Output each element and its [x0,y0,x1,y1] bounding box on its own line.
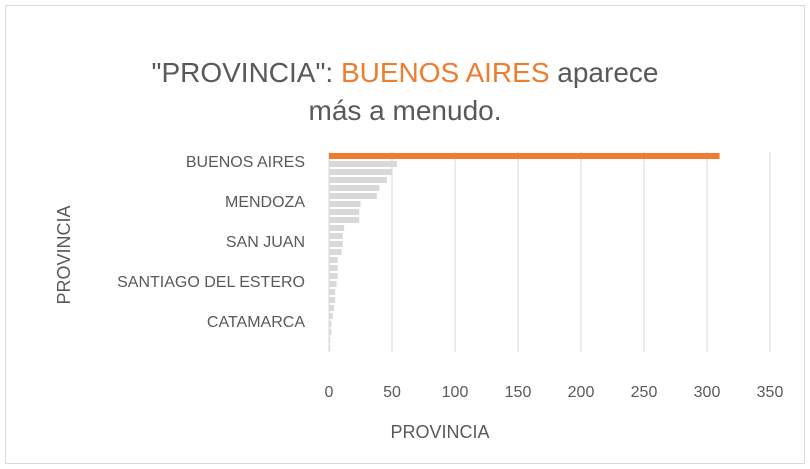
y-axis-title: PROVINCIA [54,205,74,304]
bar [329,312,333,320]
bar [329,304,335,312]
chart-border [5,5,805,464]
bar [329,272,338,280]
x-tick-label: 50 [383,384,401,401]
x-tick-label: 300 [694,384,721,401]
bar [329,280,337,288]
bar [329,208,360,216]
y-tick-label: SANTIAGO DEL ESTERO [117,274,305,291]
bar [329,336,331,344]
bar [329,320,332,328]
y-tick-label: SAN JUAN [226,234,305,251]
bar [329,224,345,232]
bar [329,240,343,248]
bar [329,264,338,272]
title-part: BUENOS AIRES [341,57,550,88]
bar [329,184,380,192]
bar [329,168,392,176]
title-part: aparece [550,57,659,88]
bar [329,200,361,208]
bar [329,216,360,224]
x-tick-label: 200 [568,384,595,401]
bar [329,296,336,304]
bar [329,256,338,264]
chart-title: "PROVINCIA": BUENOS AIRES aparece [152,57,659,88]
x-tick-label: 350 [757,384,784,401]
x-tick-label: 0 [325,384,334,401]
bar [329,328,332,336]
bar [329,192,377,200]
x-tick-label: 150 [505,384,532,401]
y-tick-label: CATAMARCA [207,314,305,331]
y-tick-label: BUENOS AIRES [186,154,305,171]
bar [329,152,720,160]
x-tick-label: 250 [631,384,658,401]
bar [329,248,342,256]
title-part: más a menudo. [309,95,502,126]
title-part: "PROVINCIA": [152,57,341,88]
x-axis-title: PROVINCIA [390,422,489,442]
bar [329,344,331,352]
y-tick-label: MENDOZA [225,194,305,211]
bar [329,160,398,168]
chart-title: más a menudo. [309,95,502,126]
x-tick-label: 100 [442,384,469,401]
bar [329,176,387,184]
bar [329,288,336,296]
bar [329,232,343,240]
